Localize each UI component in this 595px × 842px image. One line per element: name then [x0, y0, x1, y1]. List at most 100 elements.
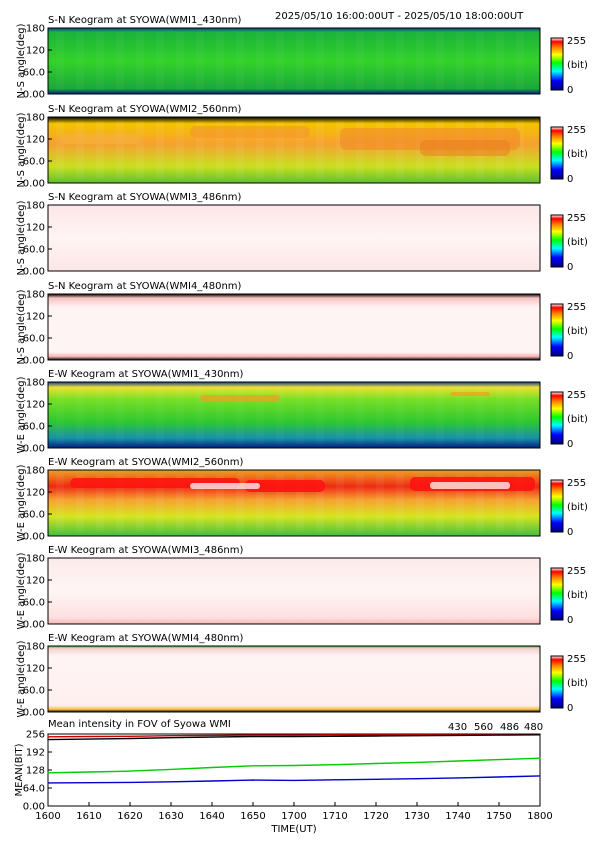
panel-title: E-W Keogram at SYOWA(WMI3_486nm): [48, 545, 244, 556]
series-point-560: [539, 757, 541, 759]
colorbar: [550, 655, 564, 709]
keogram-texture: [436, 650, 444, 708]
keogram-texture: [396, 386, 404, 444]
keogram-texture: [216, 386, 224, 444]
keogram-texture: [136, 32, 144, 90]
keogram-texture: [316, 650, 324, 708]
y-tick-label: 180: [26, 201, 45, 212]
y-tick-label: 180: [26, 24, 45, 35]
y-tick-label: 120: [26, 223, 45, 234]
keogram-texture: [96, 32, 104, 90]
keogram-texture: [276, 298, 284, 356]
keogram-texture: [336, 562, 344, 620]
keogram-texture: [136, 386, 144, 444]
panel-title: E-W Keogram at SYOWA(WMI4_480nm): [48, 633, 244, 644]
keogram-image: [48, 28, 540, 94]
y-tick-label: 120: [26, 664, 45, 675]
y-tick-label: 0.00: [23, 802, 45, 813]
series-point-560: [88, 771, 90, 773]
series-point-480: [457, 734, 459, 737]
aurora-feature: [60, 134, 140, 144]
keogram-texture: [496, 209, 504, 267]
x-tick-label: 1630: [158, 811, 183, 822]
keogram-texture: [156, 209, 164, 267]
keogram-texture: [336, 386, 344, 444]
aurora-core: [430, 482, 510, 489]
keogram-texture: [56, 209, 64, 267]
keogram-texture: [276, 121, 284, 179]
y-tick-label: 60.0: [23, 157, 45, 168]
keogram-texture: [276, 386, 284, 444]
x-tick-label: 1750: [486, 811, 511, 822]
series-point-430: [88, 782, 90, 784]
colorbar-unit-label: (bit): [567, 149, 588, 160]
keogram-texture: [56, 474, 64, 532]
keogram-texture: [296, 209, 304, 267]
keogram-texture: [296, 562, 304, 620]
series-point-486: [47, 736, 49, 738]
series-point-560: [416, 761, 418, 764]
header-time-range: 2025/05/10 16:00:00UT - 2025/05/10 18:00…: [275, 11, 524, 22]
keogram-texture: [356, 298, 364, 356]
keogram-texture: [356, 562, 364, 620]
keogram-texture: [176, 121, 184, 179]
keogram-texture: [236, 32, 244, 90]
keogram-panel: S-N Keogram at SYOWA(WMI3_486nm)180 120 60…: [16, 192, 588, 278]
series-point-480: [375, 735, 377, 737]
keogram-texture: [196, 32, 204, 90]
keogram-texture: [436, 32, 444, 90]
y-axis-label: N-S angle(deg): [16, 23, 27, 98]
series-point-480: [293, 735, 295, 738]
colorbar-max-label: 255: [567, 125, 586, 136]
keogram-texture: [436, 386, 444, 444]
keogram-texture: [416, 298, 424, 356]
y-tick-label: 60.0: [23, 334, 45, 345]
keogram-texture: [116, 209, 124, 267]
keogram-texture: [396, 562, 404, 620]
keogram-texture: [336, 121, 344, 179]
keogram-texture: [256, 121, 264, 179]
keogram-texture: [496, 32, 504, 90]
series-point-430: [539, 775, 541, 777]
keogram-texture: [336, 474, 344, 532]
keogram-texture: [196, 474, 204, 532]
keogram-texture: [296, 121, 304, 179]
aurora-feature: [450, 392, 490, 396]
keogram-features: [60, 126, 535, 492]
keogram-texture: [236, 386, 244, 444]
colorbar-min-label: 0: [567, 262, 573, 273]
keogram-texture: [296, 32, 304, 90]
keogram-texture: [456, 32, 464, 90]
series-point-480: [211, 736, 213, 738]
colorbar: [550, 303, 564, 357]
y-tick-label: 60.0: [23, 422, 45, 433]
y-tick-label: 180: [26, 113, 45, 124]
panel-frame: [47, 381, 541, 449]
x-tick-label: 1800: [527, 811, 552, 822]
keogram-texture: [76, 386, 84, 444]
y-tick-label: 180: [26, 466, 45, 477]
keogram-texture: [476, 562, 484, 620]
y-tick-label: 60.0: [23, 245, 45, 256]
keogram-texture: [176, 209, 184, 267]
keogram-texture: [396, 32, 404, 90]
x-tick-label: 1600: [35, 811, 60, 822]
keogram-texture: [376, 474, 384, 532]
series-point-430: [334, 779, 336, 781]
panel-frame: [47, 116, 541, 184]
keogram-texture: [156, 386, 164, 444]
keogram-texture: [436, 298, 444, 356]
keogram-texture: [356, 650, 364, 708]
keogram-texture: [76, 298, 84, 356]
keogram-texture: [516, 562, 524, 620]
keogram-texture: [116, 562, 124, 620]
panel-frame: [47, 293, 541, 361]
colorbar-max-label: 255: [567, 302, 586, 313]
keogram-texture: [416, 209, 424, 267]
colorbar-max-label: 255: [567, 213, 586, 224]
series-point-560: [457, 760, 459, 762]
keogram-texture: [116, 474, 124, 532]
series-point-560: [129, 770, 131, 772]
keogram-panels: S-N Keogram at SYOWA(WMI1_430nm)18012060…: [16, 15, 588, 719]
keogram-texture: [456, 650, 464, 708]
